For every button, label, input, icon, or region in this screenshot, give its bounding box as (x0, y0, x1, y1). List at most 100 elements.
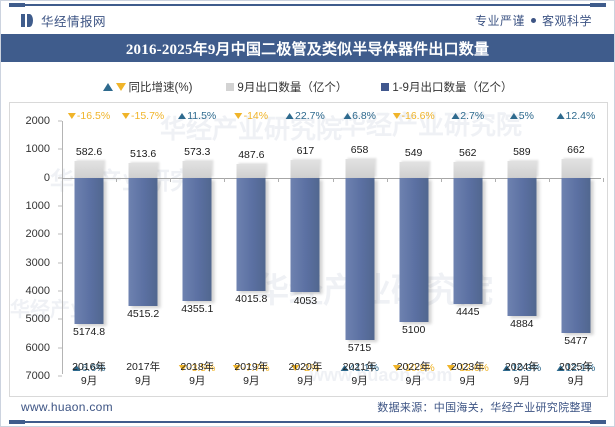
arrow-down-icon (446, 365, 455, 371)
growth-label-ytd: -12.6% (446, 362, 489, 374)
page-title: 2016-2025年9月中国二极管及类似半导体器件出口数量 (125, 41, 490, 58)
growth-label-ytd: 6.6% (72, 362, 106, 374)
x-axis-label-year: 2021年 (342, 361, 377, 373)
bar-sept-export[interactable] (453, 161, 483, 178)
growth-label-sept: 2.7% (451, 110, 484, 122)
growth-value-ytd: 6.6% (81, 362, 106, 374)
growth-label-sept: 5% (509, 110, 534, 122)
brand-bar: 华经情报网 专业严谨 客观科学 (1, 7, 614, 33)
legend-label-ytd: 1-9月出口数量（亿个） (392, 82, 513, 94)
arrow-up-icon (343, 113, 352, 119)
bar-sept-export[interactable] (399, 162, 429, 178)
arrow-up-icon (509, 113, 518, 119)
y-axis-tick-mark (58, 205, 62, 207)
bar-ytd-export[interactable] (128, 177, 158, 306)
bar-label-sept-export: 562 (458, 146, 477, 159)
brand-tagline: 专业严谨 客观科学 (475, 12, 592, 29)
bar-label-sept-export: 549 (404, 147, 423, 160)
triangle-down-icon (115, 83, 126, 91)
growth-value-sept: -14% (243, 110, 269, 122)
y-axis-tick-mark (58, 177, 62, 179)
growth-label-ytd: 41.1% (340, 362, 379, 374)
legend-item-growth[interactable]: 同比增速(%) (102, 79, 193, 95)
bar-label-ytd-export: 5477 (564, 334, 588, 347)
bar-sept-export[interactable] (128, 163, 158, 178)
x-axis-label: 2017年 9月 (126, 360, 160, 388)
x-axis-label-month: 9月 (243, 375, 260, 387)
growth-label-sept: -16.6% (392, 110, 435, 122)
bar-sept-export[interactable] (290, 160, 320, 178)
bar-ytd-export[interactable] (345, 177, 375, 340)
bar-ytd-export[interactable] (182, 177, 212, 302)
bar-ytd-export[interactable] (561, 177, 591, 333)
tagline-left: 专业严谨 (474, 13, 525, 28)
bar-ytd-export[interactable] (507, 177, 537, 317)
bottom-divider (9, 420, 606, 424)
legend-item-ytd[interactable]: 1-9月出口数量（亿个） (381, 79, 512, 95)
x-axis-label: 2025年 9月 (559, 360, 593, 388)
bar-sept-export[interactable] (561, 158, 591, 178)
bar-label-sept-export: 582.6 (75, 146, 103, 159)
bar-ytd-export[interactable] (74, 177, 104, 325)
growth-value-ytd: 12.1% (565, 362, 596, 374)
bar-label-ytd-export: 5100 (401, 324, 426, 337)
growth-label-ytd: 10.3% (502, 362, 541, 374)
growth-label-ytd: -3.5% (179, 362, 215, 374)
legend-label-growth: 同比增速(%) (128, 82, 193, 94)
top-divider (9, 3, 606, 7)
growth-label-ytd: 12.1% (556, 362, 596, 374)
bar-ytd-export[interactable] (453, 177, 483, 304)
x-axis-label-year: 2018年 (180, 361, 215, 373)
x-axis-tick-mark (548, 177, 550, 182)
tagline-right: 客观科学 (541, 13, 592, 28)
legend-swatch-gray-icon (226, 83, 235, 91)
arrow-up-icon (178, 113, 187, 119)
bar-sept-export[interactable] (507, 160, 537, 178)
bar-label-ytd-export: 4515.2 (127, 307, 160, 320)
bar-ytd-export[interactable] (290, 177, 320, 293)
growth-value-sept: 12.4% (565, 110, 596, 122)
growth-value-sept: 2.7% (460, 110, 485, 122)
x-axis-label-year: 2023年 (450, 361, 485, 373)
growth-value-ytd: 41.1% (349, 362, 379, 374)
x-axis-tick-mark (170, 177, 172, 182)
chart-canvas: 华经产业研究院 华经产业研究院 华经产业研究 华经产业研究院 www.huaon… (9, 102, 608, 397)
growth-value-sept: 22.7% (295, 110, 325, 122)
footer-site[interactable]: www.huaon.com (21, 400, 113, 414)
bar-sept-export[interactable] (182, 161, 212, 178)
x-axis-label-month: 9月 (459, 375, 476, 387)
bar-label-sept-export: 658 (350, 144, 369, 157)
x-axis-tick-mark (440, 177, 442, 182)
arrow-up-icon (502, 365, 511, 371)
x-axis-tick-mark (386, 177, 388, 182)
arrow-down-icon (291, 365, 300, 371)
y-axis-tick-mark (58, 148, 62, 150)
arrow-down-icon (234, 113, 243, 119)
bar-sept-export[interactable] (74, 161, 104, 178)
x-axis-label: 2018年 9月 (180, 360, 214, 388)
arrow-up-icon (72, 365, 81, 371)
y-axis: 2000 1000 0 1000 2000 3000 4000 5000 6000 7000 (10, 103, 62, 396)
growth-label-ytd: -7.7% (233, 362, 270, 374)
x-axis-label: 2022年 9月 (397, 360, 431, 388)
bar-sept-export[interactable] (236, 163, 266, 178)
triangle-up-icon (102, 83, 113, 91)
arrow-down-icon (392, 113, 401, 119)
growth-value-ytd: -12.6% (455, 362, 489, 374)
plot-area: 582.6 5174.8 -16.5% 6.6% 513.6 4515.2 -15.7% 57… (62, 103, 604, 396)
growth-value-sept: -16.6% (401, 110, 435, 122)
bar-ytd-export[interactable] (399, 177, 429, 323)
growth-value-sept: 6.8% (352, 110, 377, 122)
growth-label-sept: -15.7% (122, 110, 164, 122)
bar-label-sept-export: 617 (296, 145, 315, 158)
y-axis-tick-mark (58, 233, 62, 235)
x-axis-tick-mark (278, 177, 280, 182)
bullet-dot-icon (530, 17, 536, 23)
bar-label-ytd-export: 5715 (347, 341, 372, 354)
legend-item-sept[interactable]: 9月出口数量（亿个） (226, 79, 347, 95)
bar-ytd-export[interactable] (236, 177, 266, 292)
arrow-up-icon (340, 365, 349, 371)
bar-sept-export[interactable] (345, 159, 375, 178)
arrow-up-icon (451, 113, 460, 119)
y-axis-tick-label: 1000 (25, 200, 50, 212)
